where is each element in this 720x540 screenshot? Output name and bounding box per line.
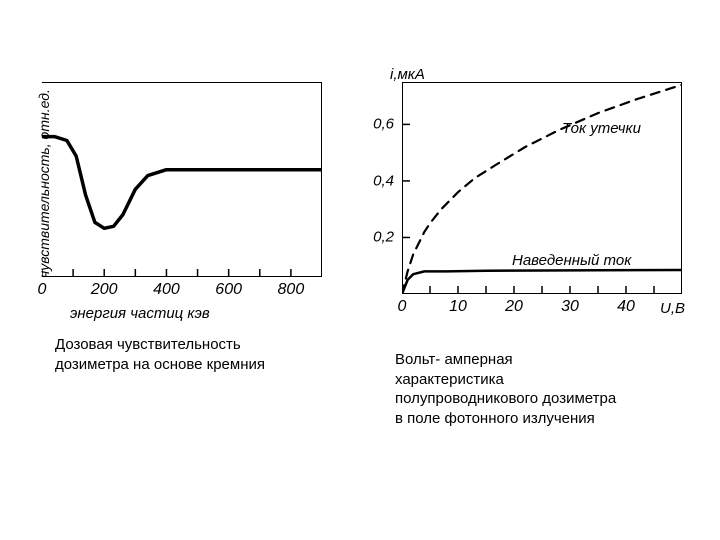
right-chart-yaxis-label: i,мкА <box>390 66 425 83</box>
left-chart-xtick-label: 0 <box>38 281 47 299</box>
right-chart-ytick-label: 0,6 <box>360 116 394 133</box>
right-chart-xtick-label: 10 <box>449 298 467 316</box>
right-chart-series1-label: Наведенный ток <box>512 252 631 269</box>
left-chart-xtick-label: 600 <box>215 281 242 299</box>
right-chart-xaxis-label: U,B <box>660 300 685 317</box>
left-chart-svg <box>42 82 322 277</box>
right-chart-series0-label: Ток утечки <box>562 120 641 137</box>
left-chart-xaxis-label: энергия частиц кэв <box>70 305 210 322</box>
right-chart-ytick-label: 0,2 <box>360 229 394 246</box>
left-chart-xtick-label: 400 <box>153 281 180 299</box>
right-chart-xtick-label: 30 <box>561 298 579 316</box>
left-chart-yaxis-label: чувствительность, отн.ед. <box>36 89 52 278</box>
right-chart-xtick-label: 20 <box>505 298 523 316</box>
left-chart-xtick-label: 200 <box>91 281 118 299</box>
figure-page: чувствительность, отн.ед. 0200400600800 … <box>0 0 720 540</box>
right-chart-caption: Вольт- амперная характеристика полупрово… <box>395 350 625 428</box>
right-chart-xtick-label: 0 <box>398 298 407 316</box>
right-chart-xtick-label: 40 <box>617 298 635 316</box>
left-chart-panel <box>42 82 322 277</box>
left-chart-caption: Дозовая чувствительность дозиметра на ос… <box>55 335 300 374</box>
left-chart-xtick-label: 800 <box>278 281 305 299</box>
right-chart-ytick-label: 0,4 <box>360 172 394 189</box>
